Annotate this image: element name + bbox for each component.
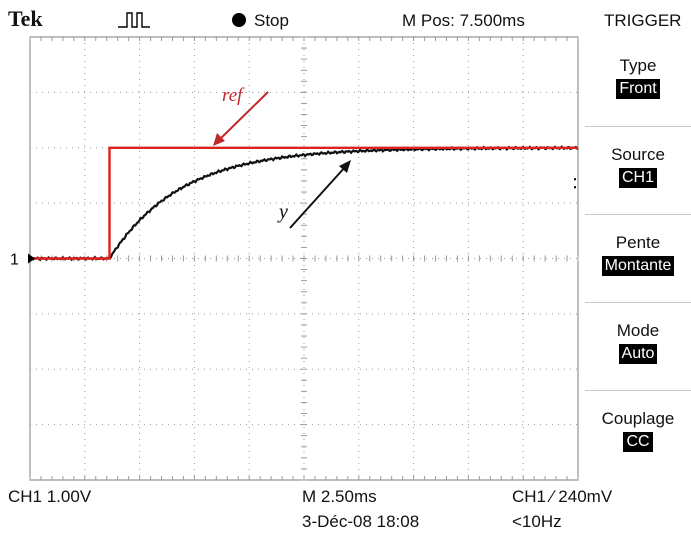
trigger-level-marker [574, 186, 576, 189]
menu-item-mode[interactable]: Mode Auto [585, 321, 691, 364]
menu-item-source[interactable]: Source CH1 [585, 145, 691, 188]
trace-ref [30, 146, 578, 260]
trigger-level-marker [574, 178, 576, 181]
pulse-waveform-icon [118, 12, 150, 28]
menu-item-slope-label: Pente [615, 233, 661, 252]
timebase-readout: M 2.50ms [302, 487, 377, 506]
menu-item-source-label: Source [611, 145, 665, 164]
horizontal-position-readout: M Pos: 7.500ms [402, 11, 525, 30]
trigger-frequency-readout: <10Hz [512, 512, 562, 531]
menu-item-coupling[interactable]: Couplage CC [585, 409, 691, 452]
menu-item-slope-value: Montante [601, 256, 675, 276]
menu-item-type[interactable]: Type Front [585, 56, 691, 99]
menu-item-type-label: Type [619, 56, 657, 75]
menu-divider [585, 390, 691, 391]
brand-logo: Tek [8, 6, 43, 31]
menu-item-coupling-value: CC [623, 432, 653, 452]
channel-marker-arrow [28, 253, 35, 264]
menu-item-mode-value: Auto [618, 344, 658, 364]
annotation-ref-label: ref [222, 85, 245, 106]
annotation-y-label: y [277, 201, 288, 223]
annotation-ref-arrow [217, 91, 269, 142]
annotation-y-arrowhead [339, 160, 351, 173]
ch1-scale-readout: CH1 1.00V [8, 487, 92, 506]
channel-marker-label: 1 [10, 252, 19, 269]
date-time-readout: 3-Déc-08 18:08 [302, 512, 420, 531]
menu-item-type-value: Front [616, 79, 660, 99]
menu-divider [585, 214, 691, 215]
stop-status-icon [232, 13, 246, 27]
menu-title: TRIGGER [604, 11, 682, 30]
menu-item-source-value: CH1 [618, 168, 657, 188]
annotation-ref-arrowhead [213, 133, 225, 146]
menu-item-coupling-label: Couplage [601, 409, 675, 428]
menu-item-mode-label: Mode [616, 321, 660, 340]
menu-divider [585, 126, 691, 127]
menu-item-slope[interactable]: Pente Montante [585, 233, 691, 276]
trigger-menu-panel: Type Front Source CH1 Pente Montante Mod… [585, 38, 691, 472]
trigger-level-readout: CH1 ∕ 240mV [512, 487, 613, 506]
menu-divider [585, 302, 691, 303]
annotation-y-arrow [289, 165, 347, 229]
acquisition-status: Stop [254, 11, 289, 30]
